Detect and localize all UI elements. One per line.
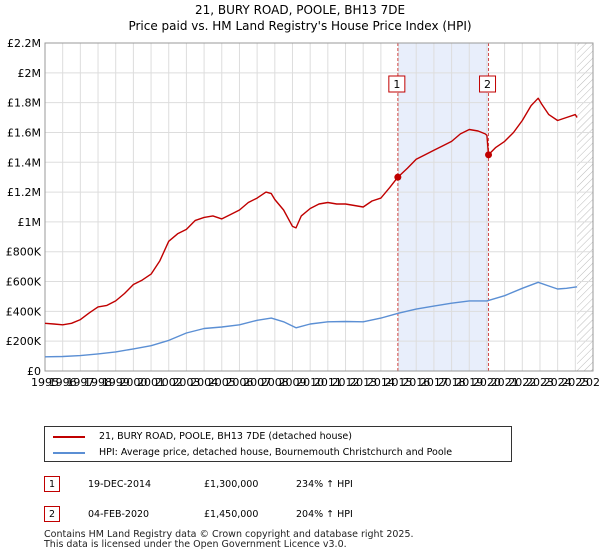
chart-subtitle: Price paid vs. HM Land Registry's House … [128,19,471,33]
plot-frame [44,42,594,372]
sale-price-1: £1,300,000 [204,479,259,490]
x-tick-label-8: 2003 [172,376,200,389]
x-tick-label-30: 2025 [561,376,589,389]
x-tick-label-15: 2010 [296,376,324,389]
price-chart: 21, BURY ROAD, POOLE, BH13 7DE Price pai… [6,3,600,389]
sale-box-1 [388,75,406,93]
forecast-hatch-region [577,43,593,371]
y-tick-label-10: £2M [18,67,42,80]
x-tick-label-17: 2012 [332,376,360,389]
sale-period-shading [397,43,489,371]
y-tick-label-8: £1.6M [7,126,41,139]
x-tick-label-5: 2000 [119,376,147,389]
x-tick-label-13: 2008 [261,376,289,389]
sale-date-2: 04-FEB-2020 [88,509,150,520]
y-tick-label-3: £600K [6,276,42,289]
x-tick-label-0: 1995 [31,376,59,389]
footer: Contains HM Land Registry data © Crown c… [44,530,414,550]
x-tick-label-2: 1997 [66,376,94,389]
x-tick-label-26: 2021 [491,376,519,389]
y-tick-label-5: £1M [18,216,42,229]
sale-hpi-2: 204% ↑ HPI [296,509,353,520]
x-tick-label-14: 2009 [278,376,306,389]
sale-hpi-1: 234% ↑ HPI [296,479,353,490]
x-tick-label-21: 2016 [402,376,430,389]
x-tick-label-18: 2013 [349,376,377,389]
y-tick-label-11: £2.2M [7,37,41,50]
sale-marker-1: 1 [44,476,60,492]
legend-swatch-property [53,436,85,438]
x-tick-label-4: 1999 [102,376,130,389]
y-tick-label-9: £1.8M [7,97,41,110]
y-tick-label-4: £800K [6,246,42,259]
y-tick-label-7: £1.4M [7,156,41,169]
legend-label-hpi: HPI: Average price, detached house, Bour… [99,447,453,458]
x-tick-label-19: 2014 [367,376,395,389]
footer-line-2: This data is licensed under the Open Gov… [44,539,347,550]
sale-price-2: £1,450,000 [204,509,259,520]
x-tick-label-24: 2019 [455,376,483,389]
sale-box-label-1: 1 [393,78,400,91]
x-tick-label-12: 2007 [243,376,271,389]
x-tick-label-23: 2018 [438,376,466,389]
x-tick-label-1: 1996 [49,376,77,389]
sale-box-2 [479,75,497,93]
chart-title: 21, BURY ROAD, POOLE, BH13 7DE [195,3,405,17]
sale-date-1: 19-DEC-2014 [88,479,152,490]
sale-row-2: 2 04-FEB-2020 £1,450,000 204% ↑ HPI [44,506,564,524]
x-tick-label-22: 2017 [420,376,448,389]
x-tick-label-16: 2011 [314,376,342,389]
x-tick-label-7: 2002 [155,376,183,389]
footer-line-1: Contains HM Land Registry data © Crown c… [44,529,414,540]
sale-marker-2: 2 [44,506,60,522]
plot-area [45,43,593,371]
y-tick-label-1: £200K [6,335,42,348]
property-price-line [44,97,578,326]
x-tick-label-10: 2005 [208,376,236,389]
legend-label-property: 21, BURY ROAD, POOLE, BH13 7DE (detached… [99,431,352,442]
sale-row-1: 1 19-DEC-2014 £1,300,000 234% ↑ HPI [44,476,564,494]
sale-box-label-2: 2 [484,78,491,91]
x-tick-label-3: 1998 [84,376,112,389]
x-tick-label-25: 2020 [473,376,501,389]
x-tick-label-11: 2006 [225,376,253,389]
x-tick-label-20: 2015 [385,376,413,389]
sale-point-2 [485,151,493,159]
hpi-line [44,281,578,358]
x-tick-label-31: 2026 [579,376,600,389]
x-tick-label-28: 2023 [526,376,554,389]
y-tick-label-2: £400K [6,305,42,318]
sale-point-1 [394,173,402,181]
legend: 21, BURY ROAD, POOLE, BH13 7DE (detached… [44,426,512,462]
y-tick-label-6: £1.2M [7,186,41,199]
legend-swatch-hpi [53,452,85,454]
y-tick-label-0: £0 [27,365,41,378]
x-tick-label-6: 2001 [137,376,165,389]
x-tick-label-27: 2022 [508,376,536,389]
x-tick-label-9: 2004 [190,376,218,389]
x-tick-label-29: 2024 [544,376,572,389]
